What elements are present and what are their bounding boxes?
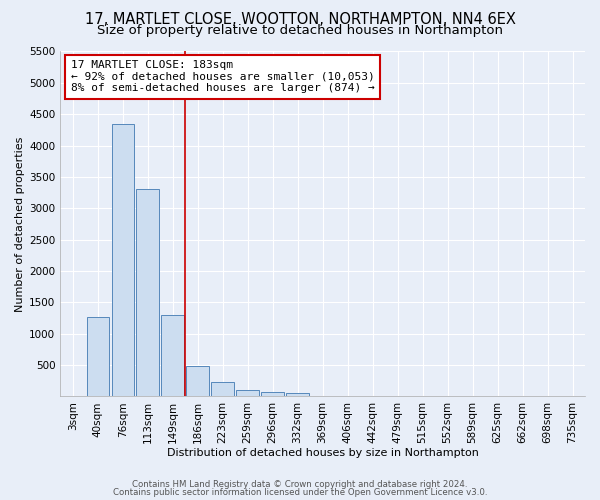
Text: Contains public sector information licensed under the Open Government Licence v3: Contains public sector information licen… — [113, 488, 487, 497]
Text: Contains HM Land Registry data © Crown copyright and database right 2024.: Contains HM Land Registry data © Crown c… — [132, 480, 468, 489]
Text: 17 MARTLET CLOSE: 183sqm
← 92% of detached houses are smaller (10,053)
8% of sem: 17 MARTLET CLOSE: 183sqm ← 92% of detach… — [71, 60, 374, 94]
Bar — [211, 382, 234, 396]
Bar — [112, 124, 134, 396]
Y-axis label: Number of detached properties: Number of detached properties — [15, 136, 25, 312]
X-axis label: Distribution of detached houses by size in Northampton: Distribution of detached houses by size … — [167, 448, 479, 458]
Text: 17, MARTLET CLOSE, WOOTTON, NORTHAMPTON, NN4 6EX: 17, MARTLET CLOSE, WOOTTON, NORTHAMPTON,… — [85, 12, 515, 28]
Bar — [187, 366, 209, 396]
Bar — [161, 315, 184, 396]
Text: Size of property relative to detached houses in Northampton: Size of property relative to detached ho… — [97, 24, 503, 37]
Bar — [236, 390, 259, 396]
Bar — [286, 393, 309, 396]
Bar — [262, 392, 284, 396]
Bar — [136, 190, 159, 396]
Bar — [86, 316, 109, 396]
